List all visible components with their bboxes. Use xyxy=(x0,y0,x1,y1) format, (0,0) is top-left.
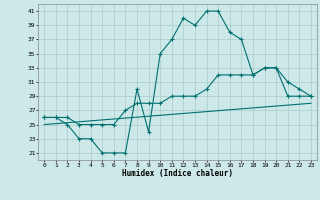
X-axis label: Humidex (Indice chaleur): Humidex (Indice chaleur) xyxy=(122,169,233,178)
